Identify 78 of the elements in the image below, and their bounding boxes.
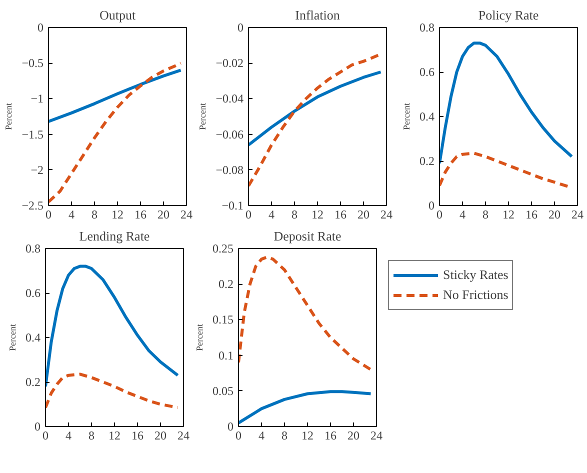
x-tick-label: 24 xyxy=(380,208,392,222)
line-series xyxy=(48,68,182,123)
x-tick-label: 8 xyxy=(482,208,488,222)
y-tick-label: 0.4 xyxy=(420,110,434,124)
x-tick-label: 24 xyxy=(178,428,190,442)
x-tick-label: 8 xyxy=(88,428,94,442)
y-tick-label: −1 xyxy=(30,92,44,106)
line-series xyxy=(440,42,574,165)
x-tick-label: 24 xyxy=(180,208,192,222)
chart-title: Deposit Rate xyxy=(274,228,342,244)
y-tick-label: 0.2 xyxy=(420,154,434,168)
y-tick-label: −2.5 xyxy=(22,198,44,212)
x-tick-label: 16 xyxy=(134,208,146,222)
x-tick-label: 24 xyxy=(370,428,382,442)
x-tick-label: 8 xyxy=(282,428,288,442)
x-tick-label: 4 xyxy=(66,428,72,442)
y-tick-label: −1.5 xyxy=(22,127,44,142)
x-tick-label: 16 xyxy=(334,208,346,222)
chart-title: Lending Rate xyxy=(79,228,150,244)
y-axis-title: Percent xyxy=(8,324,18,351)
y-tick-label: 0 xyxy=(428,198,434,212)
chart-title: Inflation xyxy=(295,8,340,22)
y-tick-label: 0 xyxy=(38,20,44,34)
line-series xyxy=(238,390,372,424)
y-tick-label: −0.5 xyxy=(22,56,44,70)
x-tick-label: 20 xyxy=(548,208,560,222)
line-series xyxy=(248,70,382,146)
chart-title: Output xyxy=(99,8,136,22)
x-tick-label: 4 xyxy=(258,428,264,442)
x-tick-label: 20 xyxy=(358,208,370,222)
y-axis-title: Percent xyxy=(198,102,208,130)
y-tick-label: −0.06 xyxy=(216,127,244,142)
y-tick-label: 0.2 xyxy=(26,375,40,389)
x-tick-label: 20 xyxy=(158,208,170,222)
chart-title: Policy Rate xyxy=(478,8,539,22)
x-tick-label: 20 xyxy=(154,428,166,442)
y-tick-label: 0.6 xyxy=(420,65,434,79)
legend-label: Sticky Rates xyxy=(443,267,508,283)
y-tick-label: 0.25 xyxy=(212,242,234,256)
x-tick-label: 16 xyxy=(132,428,144,442)
x-tick-label: 12 xyxy=(312,208,324,222)
legend-label: No Frictions xyxy=(443,287,508,303)
y-tick-label: 0.8 xyxy=(26,242,40,256)
x-tick-label: 20 xyxy=(348,428,360,442)
y-tick-label: −0.1 xyxy=(222,198,244,212)
y-tick-label: 0.2 xyxy=(218,277,234,292)
x-tick-label: 8 xyxy=(92,208,98,222)
y-tick-label: −2 xyxy=(30,162,44,177)
y-tick-label: −0.08 xyxy=(216,162,244,177)
y-tick-label: −0.02 xyxy=(216,56,244,70)
x-tick-label: 8 xyxy=(292,208,298,222)
y-tick-label: 0.6 xyxy=(26,286,40,300)
line-series xyxy=(46,264,180,388)
y-tick-label: 0 xyxy=(228,420,234,434)
y-tick-label: −0.04 xyxy=(216,92,244,106)
x-tick-label: 12 xyxy=(112,208,124,222)
y-tick-label: 0 xyxy=(238,20,244,34)
x-tick-label: 4 xyxy=(268,208,274,222)
x-tick-label: 12 xyxy=(108,428,120,442)
y-tick-label: 0.8 xyxy=(420,20,434,34)
y-axis-title: Percent xyxy=(402,102,412,130)
x-tick-label: 4 xyxy=(460,208,466,222)
y-axis-title: Percent xyxy=(194,324,204,351)
line-series xyxy=(48,62,182,204)
y-tick-label: 0.1 xyxy=(218,348,234,362)
line-series xyxy=(46,372,180,410)
y-tick-label: 0.05 xyxy=(212,384,234,398)
x-tick-label: 16 xyxy=(526,208,538,222)
x-tick-label: 24 xyxy=(572,208,584,222)
y-tick-label: 0.15 xyxy=(212,312,234,327)
y-tick-label: 0 xyxy=(34,420,40,434)
x-tick-label: 12 xyxy=(502,208,514,222)
y-axis-title: Percent xyxy=(4,102,14,130)
y-tick-label: 0.4 xyxy=(26,330,40,344)
x-tick-label: 12 xyxy=(302,428,314,442)
line-series xyxy=(238,256,372,372)
x-tick-label: 16 xyxy=(324,428,336,442)
x-tick-label: 4 xyxy=(68,208,74,222)
